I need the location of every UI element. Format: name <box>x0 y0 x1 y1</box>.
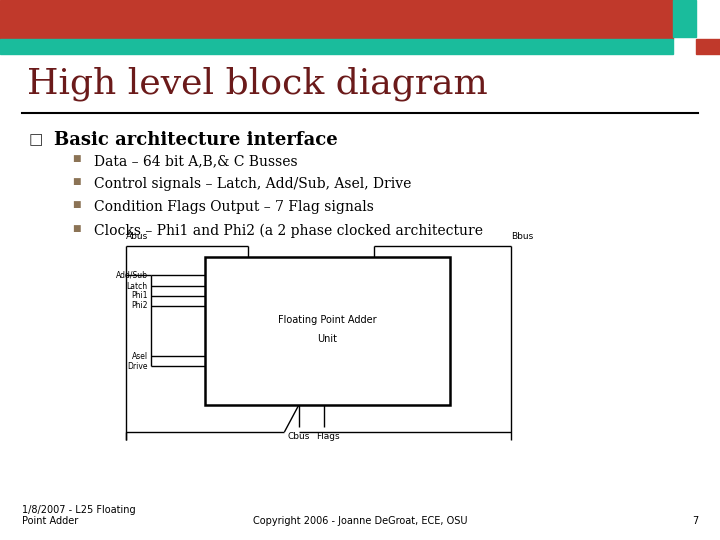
Text: □: □ <box>29 132 43 147</box>
Text: Add/Sub: Add/Sub <box>116 271 148 280</box>
Text: High level block diagram: High level block diagram <box>27 66 488 101</box>
Text: ■: ■ <box>72 224 81 233</box>
Text: ■: ■ <box>72 154 81 163</box>
Text: Phi2: Phi2 <box>131 301 148 310</box>
Text: Control signals – Latch, Add/Sub, Asel, Drive: Control signals – Latch, Add/Sub, Asel, … <box>94 177 411 191</box>
Text: 1/8/2007 - L25 Floating
Point Adder: 1/8/2007 - L25 Floating Point Adder <box>22 505 135 526</box>
Text: Basic architecture interface: Basic architecture interface <box>54 131 338 149</box>
Text: Phi1: Phi1 <box>131 292 148 300</box>
Bar <box>205 256 450 405</box>
Text: ■: ■ <box>72 200 81 210</box>
Text: Bbus: Bbus <box>511 232 534 241</box>
Text: Latch: Latch <box>127 282 148 291</box>
Text: 7: 7 <box>692 516 698 526</box>
Text: ■: ■ <box>72 177 81 186</box>
Text: Drive: Drive <box>127 362 148 370</box>
Text: Floating Point Adder: Floating Point Adder <box>279 315 377 325</box>
Text: Data – 64 bit A,B,& C Busses: Data – 64 bit A,B,& C Busses <box>94 154 297 168</box>
Text: Flags: Flags <box>316 432 339 441</box>
Text: Cbus: Cbus <box>287 432 310 441</box>
Text: Asel: Asel <box>132 352 148 361</box>
Text: Unit: Unit <box>318 334 338 344</box>
Text: Copyright 2006 - Joanne DeGroat, ECE, OSU: Copyright 2006 - Joanne DeGroat, ECE, OS… <box>253 516 467 526</box>
Text: Clocks – Phi1 and Phi2 (a 2 phase clocked architecture: Clocks – Phi1 and Phi2 (a 2 phase clocke… <box>94 224 482 238</box>
Text: Condition Flags Output – 7 Flag signals: Condition Flags Output – 7 Flag signals <box>94 200 374 214</box>
Text: Abus: Abus <box>126 232 148 241</box>
